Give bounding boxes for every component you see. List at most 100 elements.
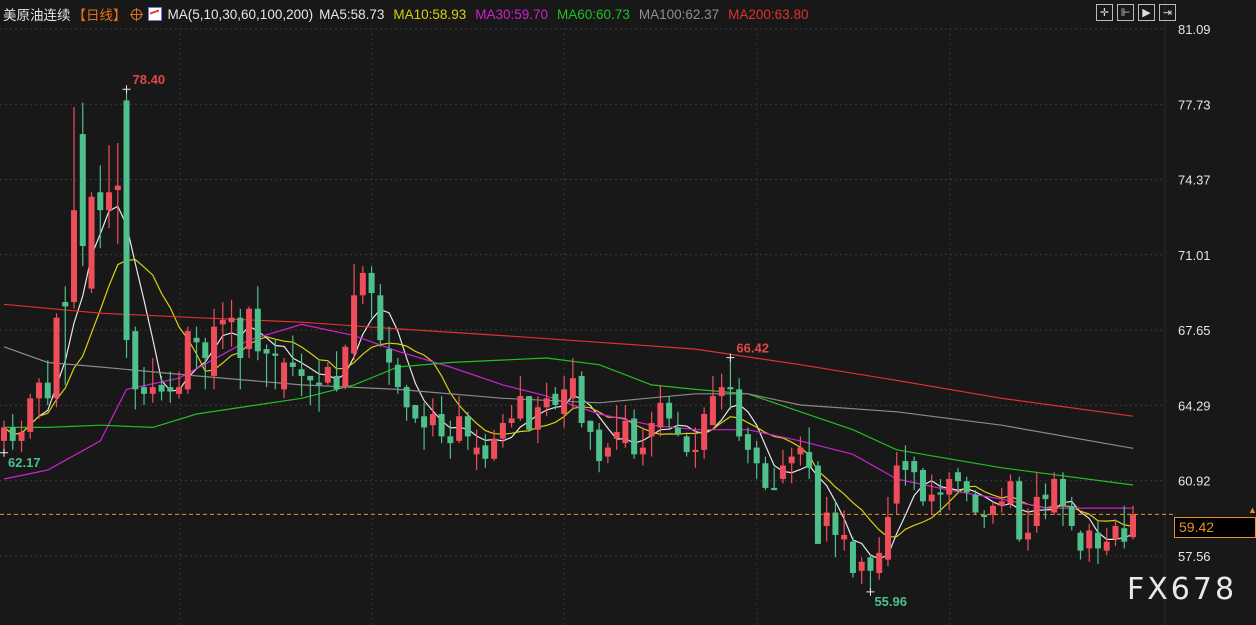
candle xyxy=(587,420,594,450)
candle-body xyxy=(1042,494,1049,500)
candle xyxy=(184,326,191,394)
candle-body xyxy=(1,427,7,441)
candle-body xyxy=(36,382,43,399)
indicator-chart-icon[interactable] xyxy=(147,7,162,21)
play-forward-icon[interactable]: ▶ xyxy=(1138,4,1155,21)
candle-body xyxy=(1007,481,1014,504)
candle-body xyxy=(342,346,349,388)
candle-body xyxy=(176,387,183,394)
candle-body xyxy=(447,436,454,444)
candle-body xyxy=(771,487,778,491)
candle xyxy=(639,427,646,466)
candle xyxy=(263,344,270,388)
candle-body xyxy=(18,431,25,441)
candle xyxy=(736,378,743,441)
annotation-label: 66.42 xyxy=(736,341,769,356)
candle-body xyxy=(543,398,550,408)
candle-body xyxy=(97,192,104,211)
candle xyxy=(368,266,375,318)
candle-body xyxy=(254,308,261,352)
period-label[interactable]: 【日线】 xyxy=(72,8,127,23)
annotation-label: 55.96 xyxy=(874,594,907,609)
candle xyxy=(246,306,253,359)
crosshair-icon[interactable]: ✛ xyxy=(1096,4,1113,21)
candle-body xyxy=(499,422,506,439)
candle xyxy=(604,443,611,464)
candle-body xyxy=(989,505,996,515)
candle-body xyxy=(508,418,515,423)
candle xyxy=(666,396,673,428)
candle xyxy=(447,420,454,459)
candles xyxy=(1,89,1136,592)
candle xyxy=(482,434,489,468)
candle xyxy=(1103,528,1110,556)
extreme-marker-icon xyxy=(0,448,8,457)
candle xyxy=(272,340,279,390)
candle-body xyxy=(114,185,121,191)
candle xyxy=(307,375,314,406)
candle-body xyxy=(823,512,830,526)
candle-body xyxy=(141,387,148,394)
candle-body xyxy=(1121,528,1128,542)
candle-body xyxy=(491,438,498,459)
candle xyxy=(631,409,638,459)
candle-body xyxy=(289,362,296,367)
candle xyxy=(517,375,524,421)
candle xyxy=(289,335,296,376)
candle xyxy=(744,427,751,464)
candle xyxy=(359,266,366,305)
candle-body xyxy=(613,431,620,439)
candle xyxy=(79,102,86,267)
candle-body xyxy=(123,100,130,341)
candle-body xyxy=(359,272,366,296)
candle xyxy=(841,510,848,551)
candle-body xyxy=(631,418,638,455)
candle xyxy=(456,396,463,444)
candle-body xyxy=(464,416,471,437)
candle-body xyxy=(71,210,78,303)
candle xyxy=(254,286,261,361)
candle-body xyxy=(946,478,953,495)
candle-body xyxy=(919,469,926,502)
candle xyxy=(596,422,603,473)
y-tick-label: 57.56 xyxy=(1178,549,1211,564)
candle xyxy=(884,496,891,567)
candle xyxy=(692,427,699,468)
candle-body xyxy=(666,402,673,419)
candle xyxy=(998,487,1005,513)
indicator-name[interactable]: MA(5,10,30,60,100,200) xyxy=(167,6,314,22)
exit-icon[interactable]: ⇥ xyxy=(1159,4,1176,21)
candle xyxy=(613,405,620,450)
candle-body xyxy=(473,447,480,455)
y-tick-label: 71.01 xyxy=(1178,248,1211,263)
candle xyxy=(421,402,428,450)
candle xyxy=(1059,472,1066,526)
candle-body xyxy=(736,389,743,437)
candle xyxy=(954,467,961,493)
candle xyxy=(1042,483,1049,520)
watermark: FX678 xyxy=(1127,572,1238,607)
candle-body xyxy=(237,317,244,359)
candle-body xyxy=(744,434,751,450)
candle xyxy=(123,89,130,359)
candle-body xyxy=(954,472,961,482)
candle xyxy=(298,353,305,397)
candle-body xyxy=(1051,478,1058,513)
candle xyxy=(403,384,410,421)
candle-body xyxy=(788,456,795,464)
y-tick-label: 77.73 xyxy=(1178,97,1211,112)
candle xyxy=(867,555,874,592)
candle xyxy=(981,510,988,529)
candle xyxy=(62,286,69,385)
candle xyxy=(211,308,218,390)
candle xyxy=(438,396,445,444)
candle-body xyxy=(386,349,393,363)
zoom-range-icon[interactable]: ⊩ xyxy=(1117,4,1134,21)
target-icon[interactable] xyxy=(129,7,143,21)
candle-body xyxy=(972,494,979,513)
candle-body xyxy=(1130,514,1136,538)
candle xyxy=(464,411,471,450)
candle-body xyxy=(1033,496,1040,526)
candle xyxy=(167,371,174,403)
